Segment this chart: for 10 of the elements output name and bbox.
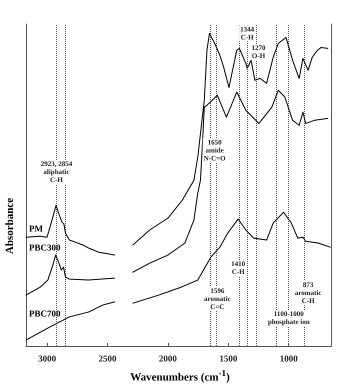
x-tick-label: 2500	[98, 354, 118, 364]
series-label: PM	[29, 223, 44, 234]
series-label: PBC700	[29, 308, 61, 319]
y-axis-title: Absorbance	[4, 196, 16, 256]
x-tick-label: 1500	[219, 354, 238, 364]
x-axis-title: Wavenumbers (cm$^{-1}$)	[129, 368, 231, 384]
x-tick-label: 2000	[158, 354, 178, 364]
series-label: PBC300	[29, 242, 61, 253]
x-tick-label: 1000	[280, 354, 298, 364]
x-tick-label: 3000	[38, 354, 57, 364]
